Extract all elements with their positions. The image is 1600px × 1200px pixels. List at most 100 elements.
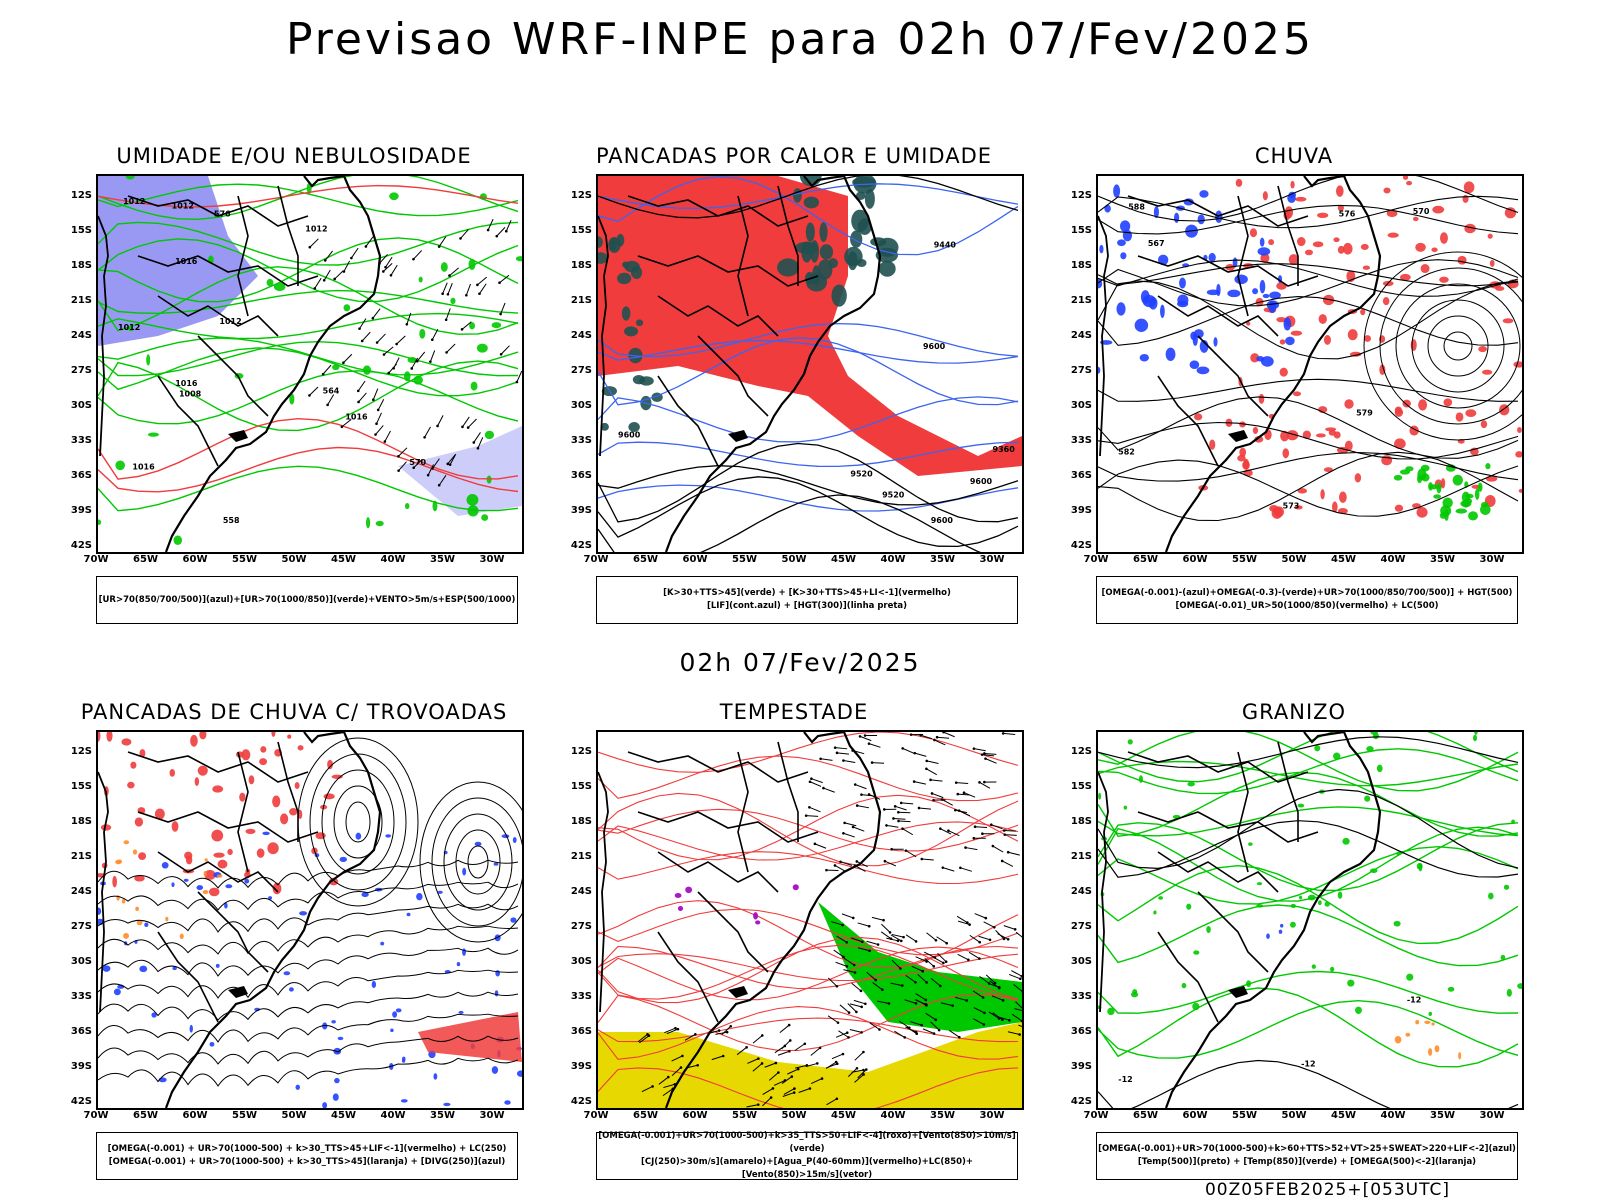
divergence-blue: [516, 1070, 522, 1077]
storm-red: [248, 775, 255, 785]
map-tempestade[interactable]: [596, 730, 1024, 1110]
wind-vector: [357, 380, 366, 392]
rain-blue: [1134, 318, 1149, 333]
height-contour: [598, 176, 1019, 219]
map-canvas: -12 -12 -12: [1098, 732, 1522, 1108]
wind-vector: [921, 858, 934, 861]
rain-red: [1518, 488, 1522, 493]
humidity-contour: [98, 465, 519, 512]
wind-vector-head: [855, 860, 859, 863]
rain-blue: [1179, 277, 1186, 289]
wind-vector-head: [839, 860, 842, 864]
map-umidade[interactable]: 1012 1012 1016 1012 1016 1016 1012 1008 1012 1016…: [96, 174, 524, 554]
omega-cell: [1394, 1035, 1402, 1044]
temp850-cell: [1330, 966, 1335, 972]
humidity-contour: [98, 238, 519, 303]
storm-red: [260, 746, 267, 753]
wind-vector: [847, 1003, 857, 1013]
divergence-blue: [161, 861, 169, 869]
wind-vector: [438, 475, 447, 486]
map-granizo[interactable]: -12 -12 -12: [1096, 730, 1524, 1110]
wind-vector: [437, 415, 444, 427]
coastline: [164, 176, 382, 552]
wind-vector: [854, 1051, 864, 1061]
lat-tick-label: 21S: [70, 295, 92, 306]
storm-red: [217, 859, 228, 869]
wind-vector-head: [904, 849, 908, 852]
wind-vector-head: [860, 1005, 863, 1009]
wind-vector-head: [914, 980, 917, 984]
wind-vector: [664, 1027, 676, 1034]
streamline: [98, 991, 519, 1021]
lat-tick-label: 18S: [570, 260, 592, 271]
wind-vector: [658, 1076, 669, 1085]
rain-blue: [1262, 293, 1270, 299]
lat-tick-label: 24S: [1070, 330, 1092, 341]
wind-vector: [449, 453, 457, 465]
wind-vector-head: [855, 804, 859, 807]
wind-vector-head: [725, 1030, 729, 1034]
rain-green: [1433, 494, 1442, 499]
wind-vector: [375, 425, 384, 435]
wind-vector-head: [478, 292, 481, 296]
precipitable-water-contour: [598, 945, 1019, 990]
lon-axis: 70W 65W 60W 55W 50W 45W 40W 35W 30W: [84, 554, 524, 568]
streamline: [98, 859, 519, 889]
temp850-contour: [1098, 822, 1519, 892]
wind-vector: [473, 432, 481, 443]
wind-vector: [851, 982, 862, 992]
wind-vector: [671, 1067, 682, 1076]
coastline: [98, 215, 109, 457]
wind-vector: [891, 959, 901, 969]
temp850-cell: [1511, 819, 1516, 824]
wind-vector: [937, 736, 950, 739]
lat-tick-label: 30S: [1070, 956, 1092, 967]
rain-red: [1339, 491, 1347, 503]
rain-red: [1342, 242, 1353, 255]
precipitable-water-contour: [598, 1006, 1019, 1060]
wind-vector-head: [893, 805, 897, 808]
temp850-cell: [1418, 863, 1423, 872]
instability-cell: [850, 230, 863, 248]
wind-vector-head: [845, 1031, 849, 1035]
wind-vector: [783, 1088, 795, 1095]
wind-vector-head: [920, 857, 924, 861]
map-pancadas-trovoadas[interactable]: [96, 730, 524, 1110]
lon-tick-label: 40W: [880, 1110, 906, 1121]
contour-label: 9600: [923, 342, 946, 351]
contour-label: -12: [1118, 1075, 1132, 1084]
omega-cell: [1458, 1051, 1462, 1060]
wind-vector: [886, 824, 899, 828]
wind-vector: [314, 277, 322, 289]
temp850-cell: [1393, 920, 1401, 927]
rain-blue: [1259, 237, 1265, 247]
rain-red: [1439, 232, 1448, 244]
map-pancadas-calor[interactable]: 9600 9600 9600 9520 9440 9360 9600 9520: [596, 174, 1024, 554]
wind-vector: [899, 1020, 910, 1029]
wind-vector: [398, 461, 407, 472]
wind-vector-head: [444, 318, 448, 322]
humidity-cell: [466, 494, 479, 506]
storm-red: [154, 808, 165, 820]
temp850-cell: [1107, 1007, 1115, 1016]
wind-vector-head: [978, 781, 981, 784]
lat-tick-label: 21S: [570, 851, 592, 862]
wind-vector: [479, 283, 487, 294]
lon-tick-label: 40W: [380, 1110, 406, 1121]
country-border: [237, 195, 249, 317]
lon-tick-label: 60W: [682, 554, 708, 565]
wind-vector: [1013, 983, 1022, 992]
wind-vector: [438, 236, 447, 247]
wind-vector: [393, 357, 400, 369]
precipitable-water-contour: [598, 944, 1019, 1000]
precipitable-water-contour: [598, 1067, 1019, 1108]
rain-blue: [1119, 220, 1131, 233]
map-chuva[interactable]: 582 576 573 570 567 579 588: [1096, 174, 1524, 554]
wind-vector-head: [771, 1087, 775, 1090]
wind-vector-head: [788, 1039, 792, 1042]
lat-tick-label: 27S: [70, 921, 92, 932]
instability-cell: [598, 252, 608, 264]
lon-tick-label: 55W: [1232, 554, 1257, 565]
wind-vector-head: [321, 372, 325, 376]
wind-vector-head: [835, 985, 839, 988]
